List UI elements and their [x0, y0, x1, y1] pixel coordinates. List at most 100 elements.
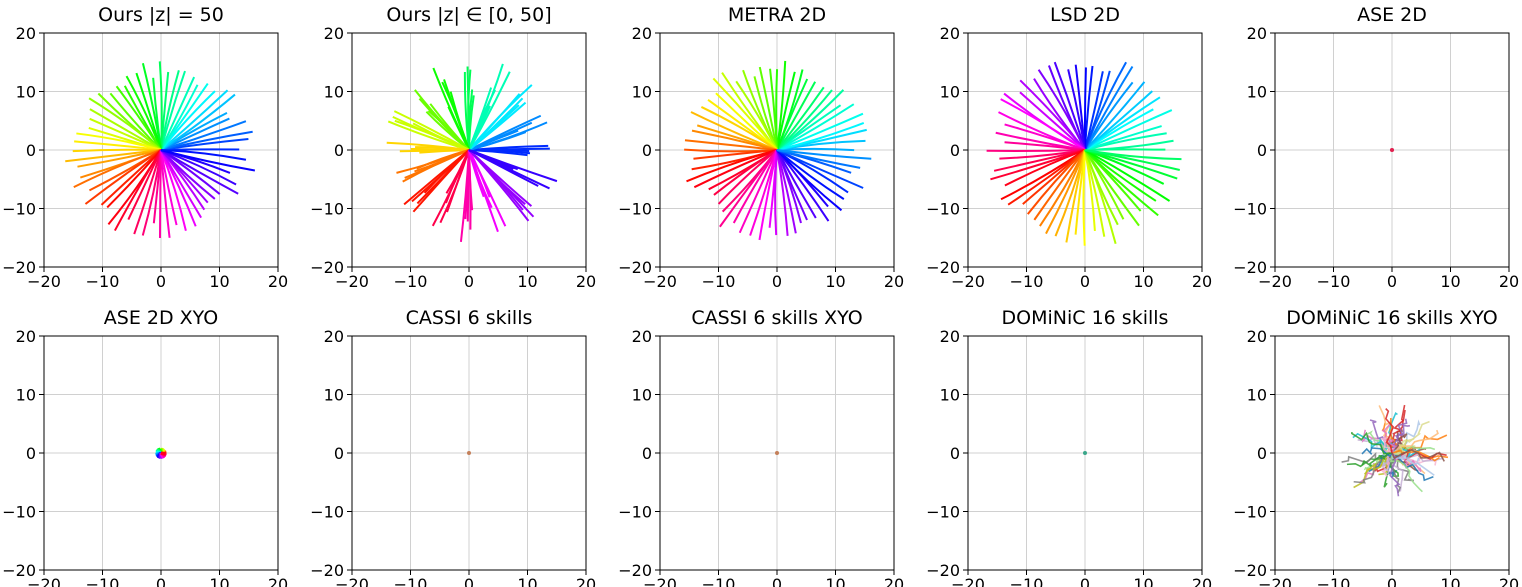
panel-title: Ours |z| = 50 [98, 4, 224, 26]
trajectory [65, 149, 162, 163]
trajectory [776, 112, 864, 151]
trajectory [1053, 61, 1086, 151]
trajectory [1391, 449, 1445, 462]
y-tick-label: 0 [642, 444, 652, 463]
trajectory [1391, 449, 1440, 462]
trajectory [776, 149, 817, 219]
data-marks [1341, 404, 1449, 497]
x-tick-label: 20 [1499, 272, 1519, 291]
x-tick-label: 20 [1192, 575, 1212, 587]
trajectory [1000, 98, 1086, 151]
data-marks [386, 63, 558, 243]
trajectory [1067, 69, 1086, 151]
y-tick-label: −20 [926, 258, 960, 277]
x-tick-label: −10 [1317, 272, 1351, 291]
trajectory [419, 149, 470, 154]
trajectory [712, 77, 778, 151]
y-tick-label: −20 [618, 258, 652, 277]
y-tick-label: 20 [16, 24, 36, 43]
data-marks [155, 447, 167, 459]
endpoint-cluster [467, 451, 471, 455]
trajectory [447, 106, 470, 151]
y-tick-label: 10 [1247, 83, 1267, 102]
trajectory [160, 149, 247, 161]
panel-ase-2d: ASE 2D −20−20 −10 −10 0 0 10 10 20 20 [1233, 4, 1519, 291]
trajectory [160, 149, 216, 200]
data-marks [65, 61, 256, 239]
y-tick-label: 0 [334, 141, 344, 160]
x-tick-label: −10 [394, 272, 428, 291]
x-tick-label: −10 [1010, 272, 1044, 291]
y-tick-label: 20 [324, 24, 344, 43]
panel-title: ASE 2D XYO [104, 307, 218, 329]
trajectory [1026, 149, 1086, 215]
trajectory [1037, 69, 1086, 151]
trajectory [127, 149, 162, 221]
trajectory [776, 69, 804, 151]
x-tick-label: −20 [951, 575, 985, 587]
trajectory [463, 71, 470, 151]
trajectory [1084, 109, 1173, 151]
x-tick-label: −10 [1010, 575, 1044, 587]
trajectory [468, 149, 533, 207]
y-tick-label: −10 [618, 503, 652, 522]
trajectory [776, 103, 855, 151]
trajectory [1004, 141, 1086, 151]
x-tick-label: 10 [1133, 575, 1153, 587]
y-tick-label: 20 [1247, 327, 1267, 346]
x-tick-label: 10 [825, 575, 845, 587]
trajectory [1084, 149, 1159, 217]
y-tick-label: 10 [940, 83, 960, 102]
x-tick-label: 20 [268, 575, 288, 587]
trajectory [1361, 452, 1393, 467]
trajectory [468, 114, 542, 151]
y-tick-label: 20 [632, 327, 652, 346]
trajectory [88, 97, 162, 151]
x-tick-label: 20 [884, 272, 904, 291]
trajectory [387, 120, 470, 151]
x-tick-label: 10 [1440, 575, 1460, 587]
y-tick-label: −10 [310, 200, 344, 219]
data-marks [986, 61, 1182, 246]
trajectory [1389, 452, 1423, 493]
panel-dominic-16: DOMiNiC 16 skills −20−20 −10 −10 0 0 10 10 20 20 [926, 307, 1212, 587]
trajectory [1350, 431, 1393, 455]
panel-title: ASE 2D [1357, 4, 1427, 26]
trajectory [160, 76, 196, 151]
x-tick-label: 20 [1499, 575, 1519, 587]
panel-title: CASSI 6 skills XYO [691, 307, 862, 329]
y-tick-label: −10 [2, 200, 36, 219]
trajectory [684, 139, 778, 151]
y-tick-label: −10 [926, 200, 960, 219]
x-tick-label: 0 [1387, 575, 1397, 587]
x-tick-label: −20 [951, 272, 985, 291]
panel-cassi-6: CASSI 6 skills −20−20 −10 −10 0 0 10 10 20 20 [310, 307, 596, 587]
trajectory [1084, 149, 1140, 227]
panel-cassi-6-xyo: CASSI 6 skills XYO −20−20 −10 −10 0 0 10 10 20 20 [618, 307, 904, 587]
trajectory [402, 149, 470, 183]
trajectory [738, 149, 778, 234]
y-tick-label: 10 [632, 83, 652, 102]
trajectory [1082, 149, 1086, 246]
y-tick-label: 20 [16, 327, 36, 346]
x-tick-label: 0 [156, 575, 166, 587]
y-tick-label: 0 [642, 141, 652, 160]
data-marks [1389, 147, 1395, 153]
trajectory [1084, 149, 1119, 226]
trajectory [1033, 149, 1086, 221]
trajectory [776, 149, 845, 200]
x-tick-label: 20 [268, 272, 288, 291]
y-tick-label: 10 [940, 386, 960, 405]
panel-ase-2d-xyo: ASE 2D XYO −20−20 −10 −10 0 0 10 10 20 20 [2, 307, 288, 587]
trajectory [160, 93, 236, 151]
trajectory [1045, 149, 1086, 235]
x-tick-label: 10 [825, 272, 845, 291]
y-tick-label: 0 [26, 444, 36, 463]
trajectory [1084, 139, 1174, 151]
data-marks [775, 451, 779, 455]
y-tick-label: 0 [26, 141, 36, 160]
x-tick-label: −20 [1258, 272, 1292, 291]
trajectory [998, 111, 1086, 151]
y-tick-label: −10 [618, 200, 652, 219]
x-tick-label: −20 [27, 272, 61, 291]
